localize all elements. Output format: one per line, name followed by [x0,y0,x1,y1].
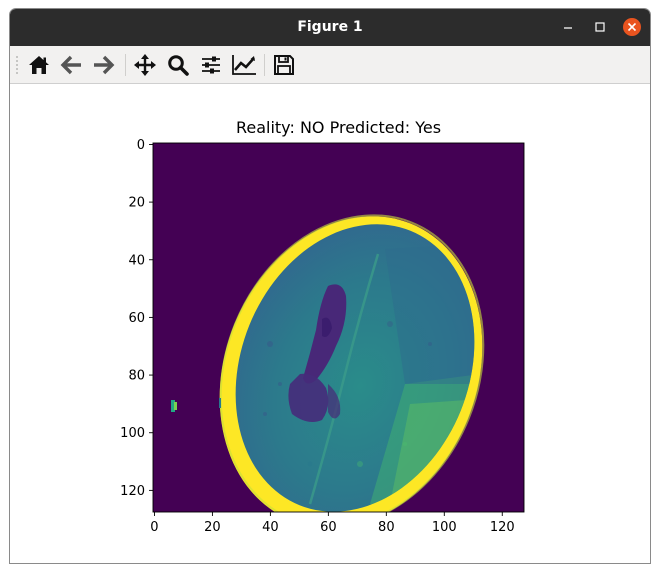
y-tick-label: 80 [128,369,145,384]
toolbar-separator [264,54,265,76]
y-tick-label: 40 [128,253,145,268]
figure-window: Figure 1 [9,8,651,564]
ct-scan-image [153,143,524,512]
x-tick-label: 100 [432,520,457,535]
axes-frame [152,142,525,513]
x-tick-label: 120 [490,520,515,535]
plot-area[interactable]: Reality: NO Predicted: Yes [10,84,650,563]
forward-button[interactable] [89,51,117,79]
zoom-button[interactable] [164,51,192,79]
x-tick-label: 40 [262,520,279,535]
line-chart-icon [232,55,256,75]
toolbar-grip-icon[interactable] [15,55,19,75]
floppy-disk-icon [274,55,294,75]
x-tick-label: 0 [150,520,158,535]
title-bar[interactable]: Figure 1 [10,9,650,46]
back-button[interactable] [58,51,86,79]
y-tick-label: 0 [137,138,145,153]
home-icon [29,56,49,74]
y-tick-label: 20 [128,196,145,211]
home-button[interactable] [25,51,53,79]
window-title: Figure 1 [297,19,363,35]
subplots-button[interactable] [197,51,225,79]
axes-button[interactable] [230,51,258,79]
y-tick-label: 100 [120,426,145,441]
y-axis: 0 20 40 60 80 100 120 [120,138,153,499]
move-icon [134,54,156,76]
x-tick-label: 80 [378,520,395,535]
y-tick-label: 60 [128,311,145,326]
y-tick-label: 120 [120,484,145,499]
close-icon [623,18,641,36]
toolbar [10,46,650,84]
maximize-button[interactable] [590,17,610,37]
save-button[interactable] [270,51,298,79]
magnifier-icon [168,55,189,76]
pan-button[interactable] [131,51,159,79]
sliders-icon [202,56,220,74]
maximize-icon [595,22,605,32]
x-tick-label: 60 [320,520,337,535]
minimize-button[interactable] [558,17,578,37]
minimize-icon [564,27,572,29]
plot-title: Reality: NO Predicted: Yes [236,118,441,137]
arrow-right-icon [94,55,115,75]
arrow-left-icon [60,55,81,75]
figure-canvas[interactable]: Reality: NO Predicted: Yes [10,84,650,563]
toolbar-separator [125,54,126,76]
close-button[interactable] [622,17,642,37]
x-axis: 0 20 40 60 80 100 120 [150,512,515,535]
x-tick-label: 20 [204,520,221,535]
